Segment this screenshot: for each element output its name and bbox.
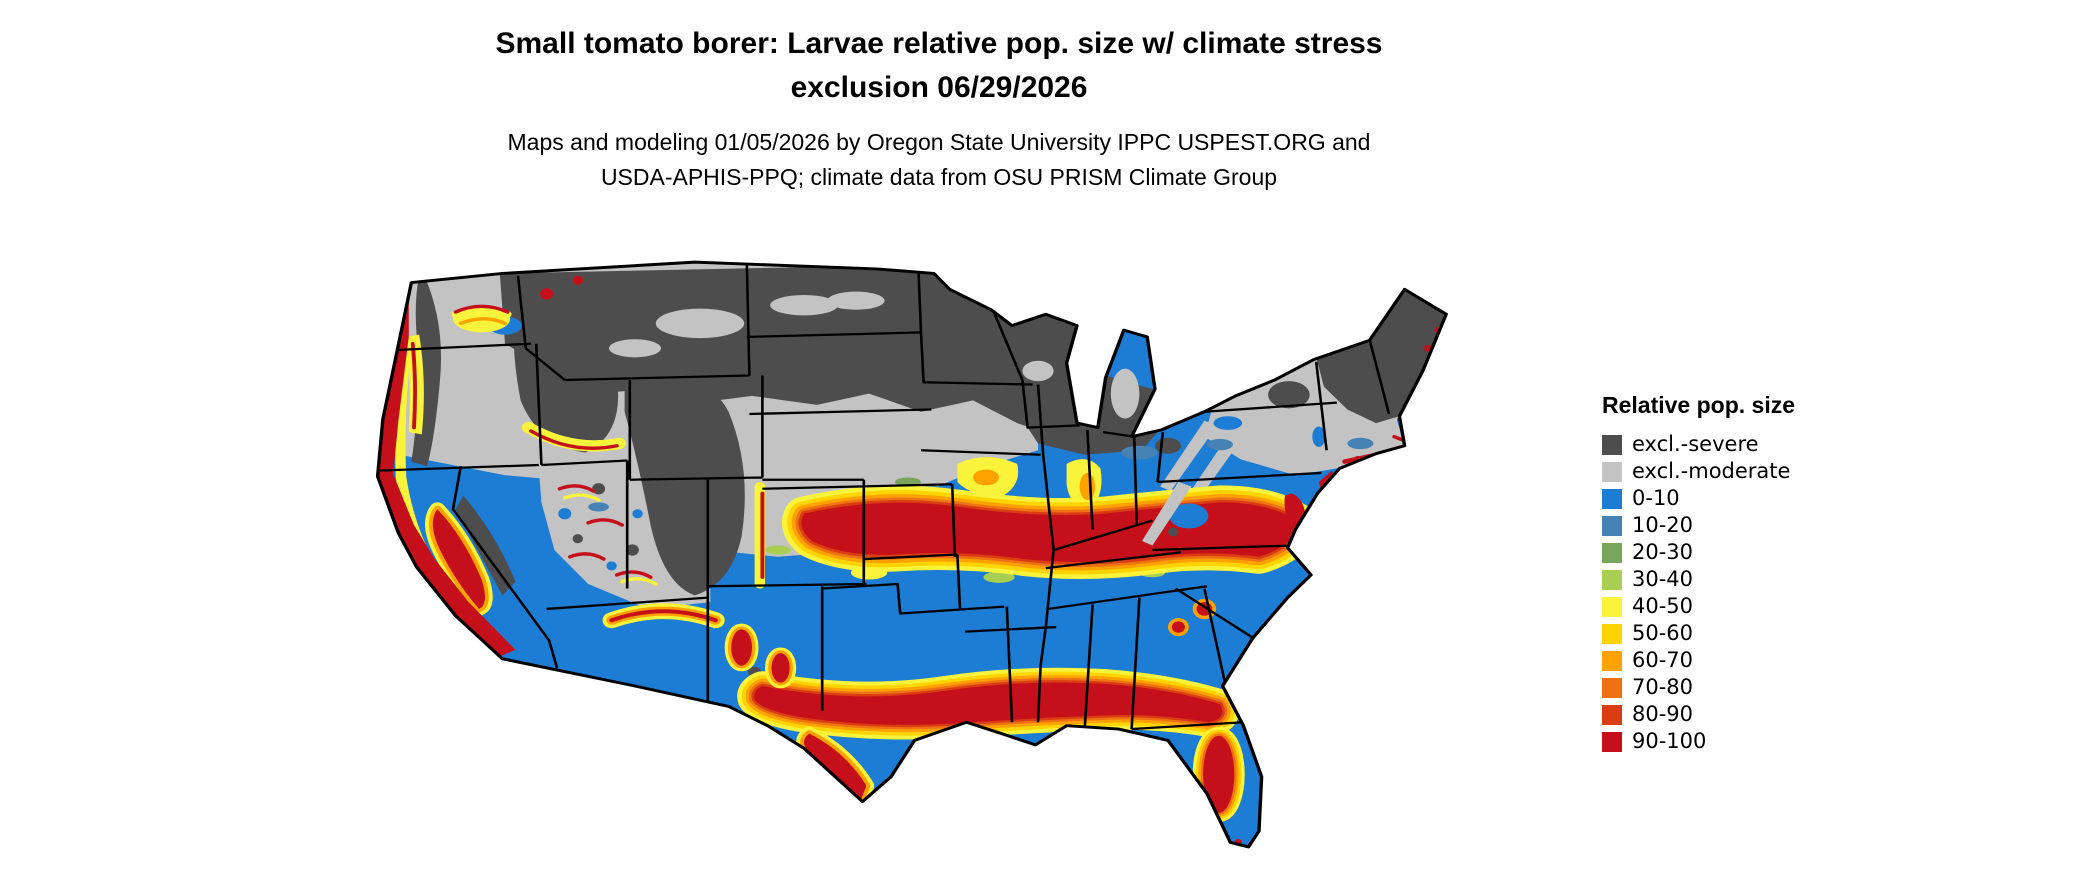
us-raster-map bbox=[375, 260, 1448, 849]
layer-90-100-arcs bbox=[410, 304, 1414, 623]
legend-label: 10-20 bbox=[1632, 513, 1694, 537]
layer-exclusion-severe bbox=[411, 264, 1447, 679]
legend-label: 80-90 bbox=[1632, 702, 1694, 726]
figure-header: Small tomato borer: Larvae relative pop.… bbox=[0, 22, 1878, 194]
legend-row: 40-50 bbox=[1602, 593, 1795, 620]
subtitle-line-2: USDA-APHIS-PPQ; climate data from OSU PR… bbox=[600, 163, 1278, 190]
hotspot-central-valley bbox=[425, 502, 493, 616]
title-line-2: exclusion 06/29/2026 bbox=[790, 70, 1088, 104]
legend-swatch-excl-severe bbox=[1602, 434, 1622, 455]
legend-row: 30-40 bbox=[1602, 566, 1795, 593]
legend-label: 70-80 bbox=[1632, 675, 1694, 699]
legend-swatch-10-20 bbox=[1602, 515, 1622, 536]
legend-label: excl.-moderate bbox=[1632, 459, 1791, 483]
legend: Relative pop. size excl.-severe excl.-mo… bbox=[1602, 392, 1795, 755]
legend-label: 40-50 bbox=[1632, 594, 1694, 618]
hotspot-new-mexico bbox=[724, 623, 797, 689]
legend-row: 20-30 bbox=[1602, 539, 1795, 566]
legend-label: 50-60 bbox=[1632, 621, 1694, 645]
title-line-1: Small tomato borer: Larvae relative pop.… bbox=[495, 27, 1383, 60]
legend-swatch-40-50 bbox=[1602, 596, 1622, 617]
hotspot-florida bbox=[1192, 726, 1245, 822]
legend-label: 90-100 bbox=[1632, 729, 1707, 753]
legend-swatch-60-70 bbox=[1602, 650, 1622, 671]
legend-row: 50-60 bbox=[1602, 620, 1795, 647]
legend-label: 20-30 bbox=[1632, 540, 1694, 564]
legend-label: excl.-severe bbox=[1632, 432, 1759, 456]
appalachia-overlay bbox=[1142, 482, 1209, 546]
state-borders bbox=[377, 262, 1391, 731]
legend-swatch-0-10 bbox=[1602, 488, 1622, 509]
legend-row: excl.-severe bbox=[1602, 431, 1795, 458]
legend-swatch-50-60 bbox=[1602, 623, 1622, 644]
figure-subtitle: Maps and modeling 01/05/2026 by Oregon S… bbox=[0, 125, 1878, 194]
legend-swatch-excl-moderate bbox=[1602, 461, 1622, 482]
legend-title: Relative pop. size bbox=[1602, 392, 1796, 418]
legend-swatch-20-30 bbox=[1602, 542, 1622, 563]
legend-row: 60-70 bbox=[1602, 647, 1795, 674]
legend-row: 70-80 bbox=[1602, 674, 1795, 701]
band-southern bbox=[737, 667, 1240, 740]
band-central bbox=[781, 485, 1321, 579]
legend-row: 10-20 bbox=[1602, 512, 1795, 539]
subtitle-line-1: Maps and modeling 01/05/2026 by Oregon S… bbox=[507, 129, 1371, 155]
us-outline bbox=[375, 260, 1448, 849]
raster-layers bbox=[377, 262, 1447, 847]
legend-swatch-80-90 bbox=[1602, 704, 1622, 725]
legend-label: 60-70 bbox=[1632, 648, 1694, 672]
legend-row: 80-90 bbox=[1602, 701, 1795, 728]
legend-label: 0-10 bbox=[1632, 486, 1680, 510]
legend-swatch-90-100 bbox=[1602, 731, 1622, 752]
legend-row: excl.-moderate bbox=[1602, 458, 1795, 485]
legend-row: 0-10 bbox=[1602, 485, 1795, 512]
legend-row: 90-100 bbox=[1602, 728, 1795, 755]
legend-label: 30-40 bbox=[1632, 567, 1694, 591]
page-title: Small tomato borer: Larvae relative pop.… bbox=[0, 22, 1878, 109]
legend-swatch-70-80 bbox=[1602, 677, 1622, 698]
legend-swatch-30-40 bbox=[1602, 569, 1622, 590]
